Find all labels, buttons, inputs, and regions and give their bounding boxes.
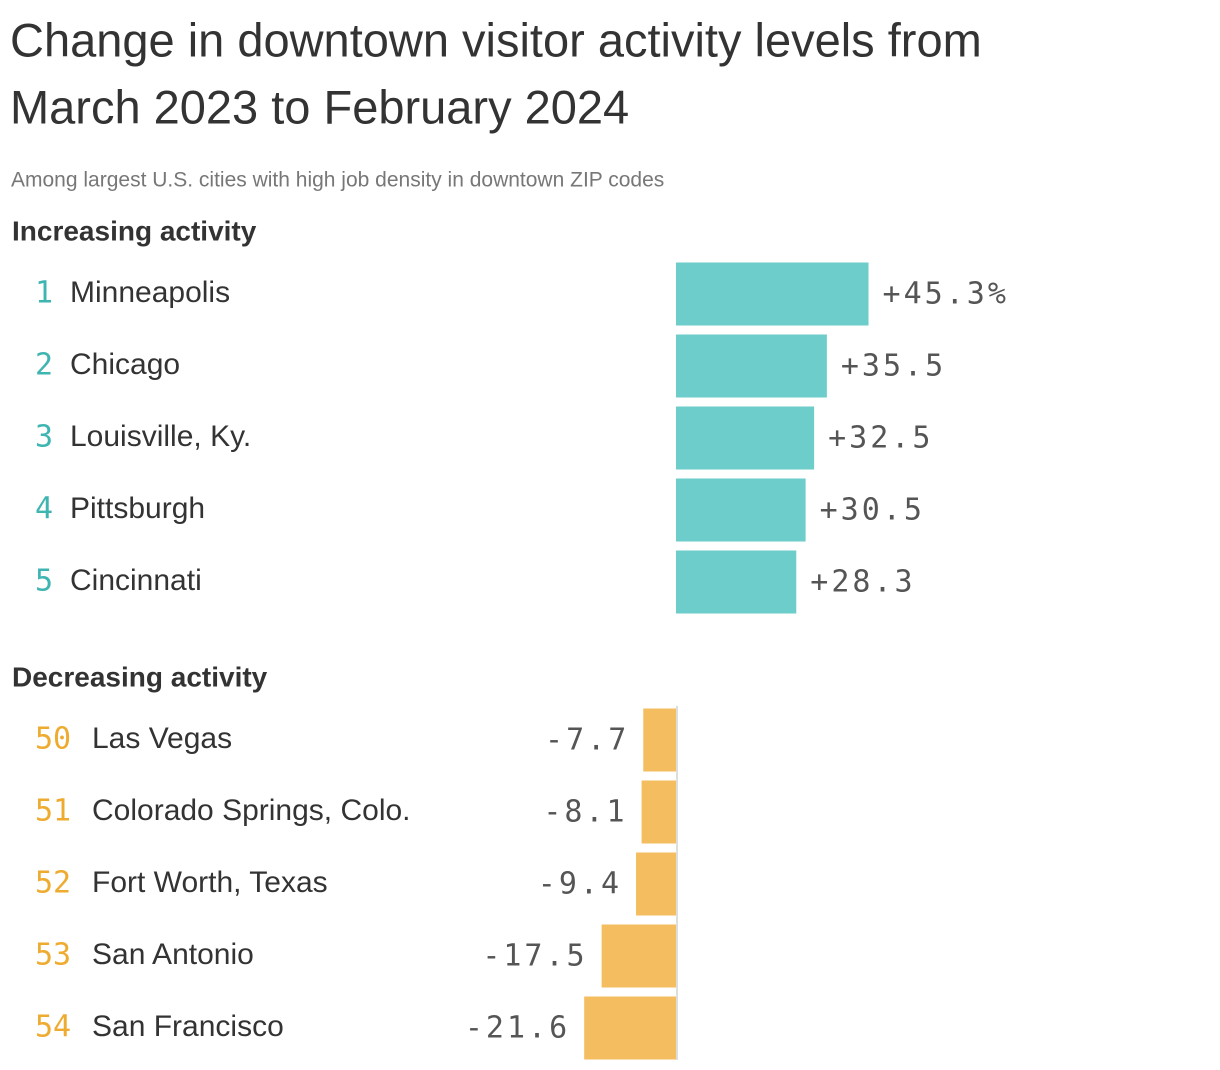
rank: 50 <box>35 722 71 757</box>
chart-subtitle: Among largest U.S. cities with high job … <box>11 169 664 192</box>
value-label: -7.7 <box>545 723 629 758</box>
bar <box>643 708 676 772</box>
value-label: +32.5 <box>828 421 933 456</box>
bar <box>601 924 676 988</box>
bar <box>641 780 676 844</box>
rank: 51 <box>35 794 71 829</box>
rank: 53 <box>35 938 71 973</box>
category-label: Cincinnati <box>70 564 202 597</box>
section-heading: Increasing activity <box>12 215 257 246</box>
value-label: -17.5 <box>482 939 587 974</box>
value-label: +35.5 <box>841 349 946 384</box>
bar <box>676 550 797 614</box>
bar <box>584 996 676 1060</box>
value-label: +45.3% <box>883 277 1009 312</box>
bar <box>676 406 815 470</box>
rank: 52 <box>35 866 71 901</box>
chart-title: Change in downtown visitor activity leve… <box>10 13 982 66</box>
bar <box>636 852 676 916</box>
category-label: Colorado Springs, Colo. <box>92 794 411 827</box>
rank: 2 <box>35 348 53 383</box>
bar <box>676 334 827 398</box>
rank: 5 <box>35 564 53 599</box>
chart-title: March 2023 to February 2024 <box>10 80 629 133</box>
rank: 1 <box>35 276 53 311</box>
category-label: Pittsburgh <box>70 492 205 525</box>
category-label: Chicago <box>70 348 180 381</box>
value-label: +28.3 <box>810 565 915 600</box>
category-label: Minneapolis <box>70 276 230 309</box>
rank: 4 <box>35 492 53 527</box>
category-label: San Francisco <box>92 1010 284 1043</box>
category-label: Louisville, Ky. <box>70 420 251 453</box>
category-label: San Antonio <box>92 938 254 971</box>
value-label: -9.4 <box>538 867 622 902</box>
bar <box>676 478 806 542</box>
section-heading: Decreasing activity <box>12 661 268 692</box>
value-label: -8.1 <box>543 795 627 830</box>
rank: 54 <box>35 1010 71 1045</box>
value-label: -21.6 <box>465 1011 570 1046</box>
bar <box>676 262 869 326</box>
category-label: Las Vegas <box>92 722 232 755</box>
value-label: +30.5 <box>820 493 925 528</box>
category-label: Fort Worth, Texas <box>92 866 328 899</box>
rank: 3 <box>35 420 53 455</box>
